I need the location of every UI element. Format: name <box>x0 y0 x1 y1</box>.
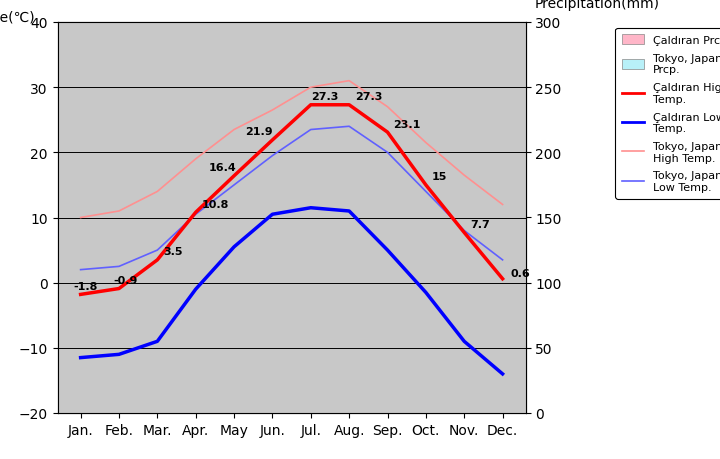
Bar <box>220 351 234 413</box>
Bar <box>503 358 517 413</box>
Bar <box>426 114 441 413</box>
Bar <box>373 397 387 413</box>
Bar <box>450 364 464 413</box>
Bar <box>196 276 210 413</box>
Text: 3.5: 3.5 <box>163 247 182 257</box>
Bar <box>181 358 196 413</box>
Text: 16.4: 16.4 <box>209 163 237 173</box>
Bar <box>119 340 133 413</box>
Bar <box>158 319 172 413</box>
Y-axis label: Temperature(℃): Temperature(℃) <box>0 11 35 25</box>
Text: -1.8: -1.8 <box>73 281 98 291</box>
Text: 21.9: 21.9 <box>245 127 272 137</box>
Text: 0.6: 0.6 <box>511 269 531 278</box>
Bar <box>387 134 402 413</box>
Bar <box>335 397 349 413</box>
Bar <box>464 290 479 413</box>
Bar <box>104 368 119 413</box>
Text: 7.7: 7.7 <box>469 219 490 230</box>
Text: 15: 15 <box>431 172 447 182</box>
Text: -0.9: -0.9 <box>114 275 138 285</box>
Bar <box>411 358 426 413</box>
Bar <box>349 270 364 413</box>
Bar <box>143 364 158 413</box>
Bar <box>81 346 95 413</box>
Bar <box>272 205 287 413</box>
Bar <box>234 257 248 413</box>
Legend: Çaldıran Prcp., Tokyo, Japan
Prcp., Çaldıran High
Temp., Çaldıran Low
Temp., Tok: Çaldıran Prcp., Tokyo, Japan Prcp., Çald… <box>616 28 720 199</box>
Y-axis label: Precipitation(mm): Precipitation(mm) <box>535 0 660 11</box>
Bar <box>258 393 272 413</box>
Text: 10.8: 10.8 <box>202 199 229 209</box>
Text: 27.3: 27.3 <box>355 92 382 102</box>
Bar <box>296 397 311 413</box>
Bar <box>488 361 503 413</box>
Bar <box>66 361 81 413</box>
Text: 27.3: 27.3 <box>311 92 338 102</box>
Bar <box>311 212 325 413</box>
Text: 23.1: 23.1 <box>393 119 420 129</box>
